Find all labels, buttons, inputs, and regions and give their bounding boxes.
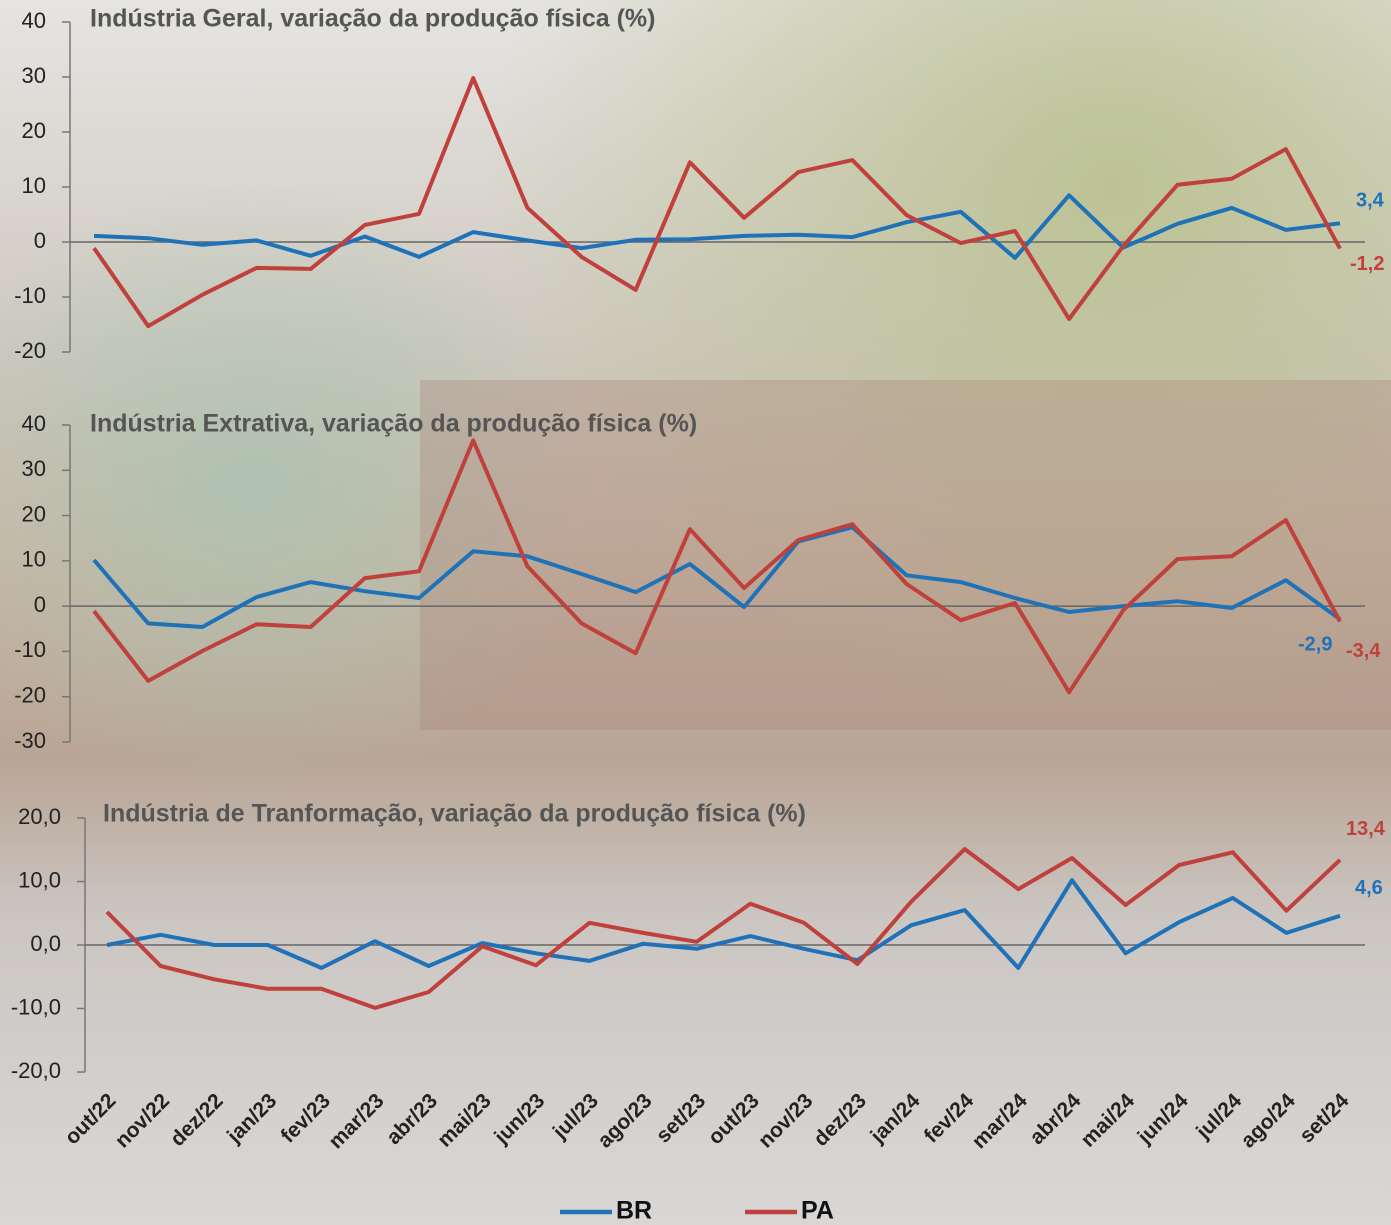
legend-label: PA — [801, 1197, 834, 1225]
y-tick-label: 0 — [34, 592, 46, 617]
chart-title: Indústria Geral, variação da produção fí… — [90, 5, 655, 33]
legend-label: BR — [616, 1197, 652, 1225]
y-tick-label: -20 — [14, 338, 46, 363]
data-label: -3,4 — [1346, 640, 1381, 662]
y-tick-label: 0,0 — [30, 931, 61, 956]
data-label: -2,9 — [1298, 634, 1332, 656]
y-tick-label: 40 — [22, 411, 46, 436]
chart-title: Indústria Extrativa, variação da produçã… — [90, 410, 697, 438]
chart-title: Indústria de Tranformação, variação da p… — [103, 800, 806, 828]
chart: Indústria Geral, variação da produção fí… — [0, 0, 1391, 1225]
y-tick-label: 30 — [22, 456, 46, 481]
y-tick-label: 30 — [22, 63, 46, 88]
y-tick-label: 20 — [22, 118, 46, 143]
y-tick-label: 10,0 — [18, 867, 61, 892]
data-label: 3,4 — [1356, 190, 1385, 212]
y-tick-label: -10 — [14, 283, 46, 308]
y-tick-label: 10 — [22, 547, 46, 572]
page: Indústria Geral, variação da produção fí… — [0, 0, 1391, 1225]
data-label: 13,4 — [1346, 818, 1386, 840]
y-tick-label: 20,0 — [18, 804, 61, 829]
y-tick-label: -30 — [14, 728, 46, 753]
y-tick-label: -20 — [14, 683, 46, 708]
y-tick-label: 10 — [22, 173, 46, 198]
y-tick-label: -20,0 — [11, 1058, 61, 1083]
y-tick-label: 0 — [34, 228, 46, 253]
y-tick-label: 40 — [22, 8, 46, 33]
y-tick-label: -10,0 — [11, 994, 61, 1019]
data-label: 4,6 — [1355, 877, 1383, 899]
data-label: -1,2 — [1350, 253, 1384, 275]
y-tick-label: -10 — [14, 637, 46, 662]
y-tick-label: 20 — [22, 501, 46, 526]
